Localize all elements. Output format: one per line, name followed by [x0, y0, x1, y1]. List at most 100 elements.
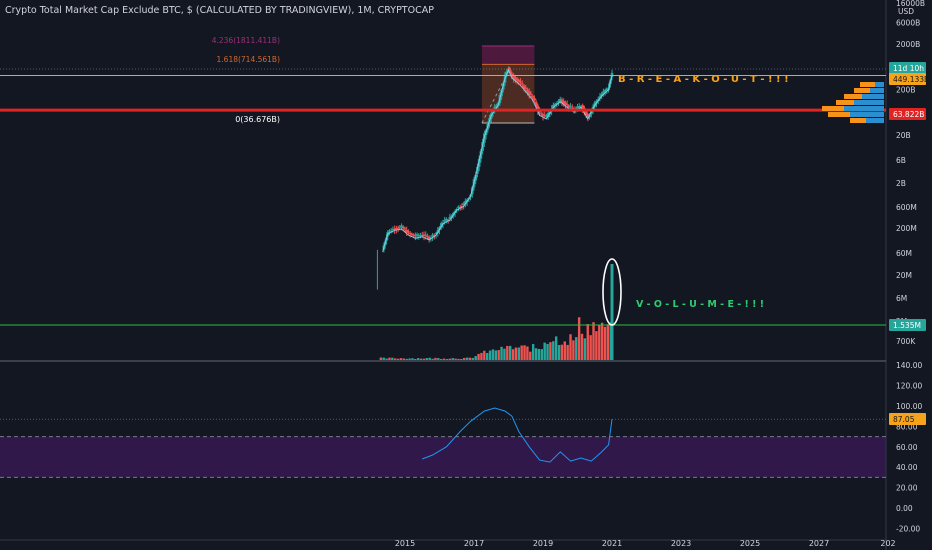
volume-bar [457, 358, 460, 360]
candle-body [398, 226, 402, 228]
candle-body [401, 227, 405, 229]
volume-bar [445, 358, 449, 360]
candle-body [514, 77, 517, 81]
volume-bar [385, 358, 388, 360]
volume-bar [508, 345, 512, 360]
rsi-axis-label: 80.00 [896, 422, 918, 431]
volume-bar [569, 334, 572, 360]
candle-body [414, 235, 417, 237]
volume-bar [606, 324, 610, 360]
volume-profile-bar [866, 118, 884, 123]
level-lines [0, 68, 886, 362]
volume-bar [598, 325, 601, 360]
rsi-axis-label: 0.00 [896, 504, 913, 513]
volume-bar [471, 357, 475, 360]
fib-band-upper [481, 45, 535, 65]
volume-bar [572, 340, 575, 360]
volume-profile-bar [828, 112, 850, 117]
volume-bar [417, 358, 420, 360]
price-axis-label: 600M [896, 203, 917, 212]
volume-bar [577, 317, 581, 360]
candle-body [517, 80, 521, 82]
candle-body [602, 91, 605, 94]
candle-body [407, 231, 410, 233]
breakout-annotation: B - R - E - A - K - O - U - T - ! ! ! [618, 74, 789, 85]
candle-body [521, 83, 524, 85]
rsi-line [422, 407, 613, 463]
price-axis-label: 60M [896, 249, 912, 258]
candle-body [495, 105, 498, 109]
volume-bar [411, 358, 414, 360]
candle-body [557, 100, 560, 103]
volume-bar [462, 357, 466, 360]
candle-body [391, 228, 395, 230]
fib-label-4236: 4.236(1811.411B) [212, 36, 280, 45]
volume-profile-bar [862, 94, 884, 99]
volume-bar [425, 358, 429, 360]
volume-profile-bar [875, 82, 884, 87]
candle-body [524, 87, 528, 89]
volume-bar [557, 345, 561, 360]
rsi-axis-label: 100.00 [896, 402, 922, 411]
volume-bar [610, 264, 614, 360]
candle-body [577, 105, 581, 108]
volume-bar [497, 350, 500, 360]
candle-body [410, 233, 414, 235]
volume-profile-bar [860, 82, 875, 87]
candle-body [526, 89, 529, 93]
candle-body [434, 233, 438, 235]
candle-body [396, 227, 400, 229]
volume-bar [534, 348, 538, 360]
candle-body [534, 101, 538, 107]
candle-body [546, 112, 550, 117]
rsi-axis-label: 60.00 [896, 443, 918, 452]
candle-body [531, 95, 534, 98]
volume-bar [491, 349, 495, 360]
volume-bar [379, 357, 383, 360]
volume-bar [394, 358, 397, 360]
candle-body [445, 218, 448, 221]
candle-body [439, 223, 443, 228]
rsi-pane [0, 407, 886, 478]
volume-bar [465, 357, 469, 360]
rsi-axis-label: 20.00 [896, 484, 918, 493]
volume-profile-bar [844, 94, 862, 99]
volume-bar [422, 358, 426, 360]
candle-body [610, 72, 614, 78]
volume-bar [454, 358, 457, 360]
volume-bar [460, 358, 463, 360]
candle-body [576, 106, 579, 110]
fib-label-0: 0(36.676B) [235, 115, 280, 124]
candle-body [564, 102, 567, 106]
countdown-tag-bg [889, 62, 926, 74]
volume-bar [589, 335, 592, 360]
price-axis-label: 2B [896, 179, 906, 188]
volume-bar [402, 358, 406, 360]
rsi-axis-label: 40.00 [896, 463, 918, 472]
volume-bar [580, 333, 584, 360]
volume-bar [488, 350, 492, 360]
candle-body [555, 103, 559, 105]
candle-body [426, 236, 429, 238]
candle-body [460, 206, 464, 208]
volume-bar [586, 324, 589, 360]
volume-bar [451, 358, 454, 360]
price-axis-label: 200M [896, 224, 917, 233]
volume-bar [583, 338, 587, 360]
volume-tag-bg [889, 319, 926, 331]
volume-bar [408, 358, 411, 360]
volume-profile-bar [870, 88, 884, 93]
candle-body [446, 219, 450, 221]
price-axis: 16000B 6000B 2000B 200B 20B 6B 2B 600M 200M 60M 20… [896, 0, 925, 533]
fib-zone [481, 45, 535, 124]
candle-body [405, 230, 409, 233]
price-axis-label: 20B [896, 131, 911, 140]
price-axis-label: 6B [896, 156, 906, 165]
volume-bar [434, 357, 437, 360]
time-axis-label: 2027 [809, 539, 829, 548]
time-axis-label: 202 [880, 539, 895, 548]
volume-bar [531, 344, 535, 360]
volume-bar [603, 326, 607, 360]
volume-bar [595, 331, 598, 360]
